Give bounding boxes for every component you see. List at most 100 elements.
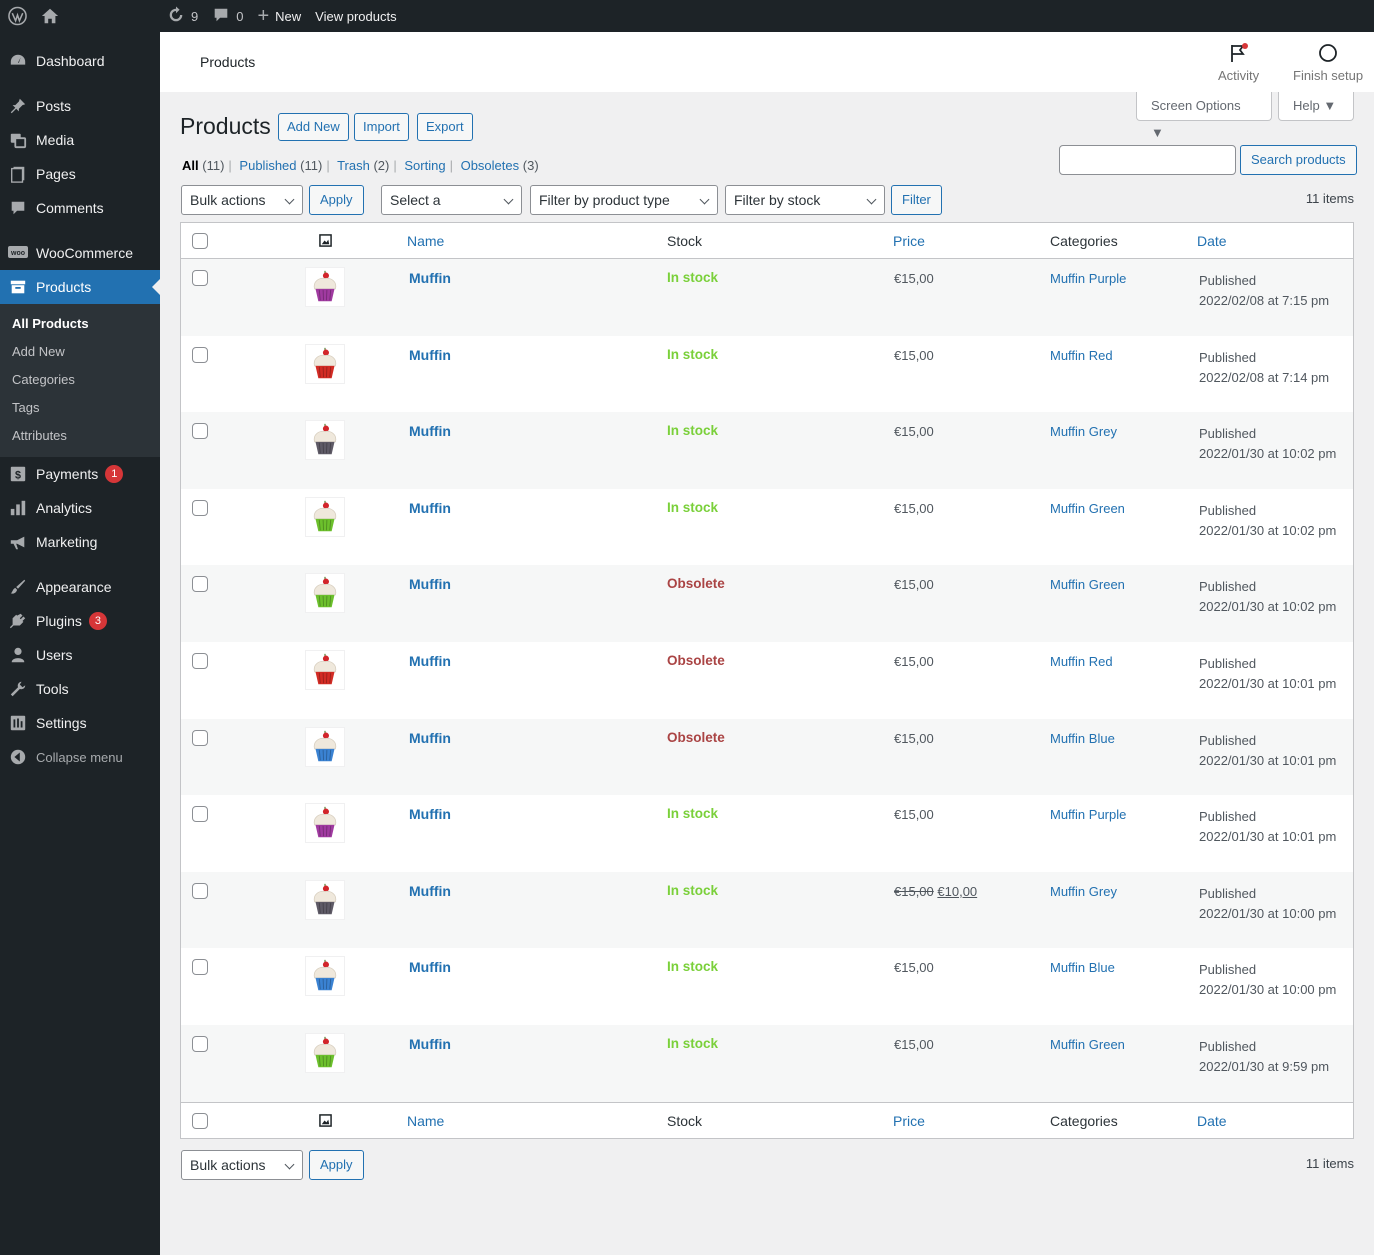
sidebar-item-settings[interactable]: Settings xyxy=(0,706,160,740)
row-checkbox[interactable] xyxy=(192,882,208,899)
category-link[interactable]: Muffin Red xyxy=(1050,347,1113,363)
submenu-item-add-new[interactable]: Add New xyxy=(12,344,65,359)
category-link[interactable]: Muffin Blue xyxy=(1050,730,1115,746)
column-footer-name[interactable]: Name xyxy=(407,1112,445,1129)
select-all-checkbox-footer[interactable] xyxy=(192,1112,208,1129)
sidebar-item-woocommerce[interactable]: woo WooCommerce xyxy=(0,236,160,270)
product-type-filter-select[interactable]: Filter by product type xyxy=(530,185,718,215)
submenu-item-attributes[interactable]: Attributes xyxy=(12,428,67,443)
sidebar-item-posts[interactable]: Posts xyxy=(0,89,160,123)
product-name-link[interactable]: Muffin xyxy=(409,346,451,363)
sidebar-item-dashboard[interactable]: Dashboard xyxy=(0,44,160,78)
add-new-button[interactable]: Add New xyxy=(278,113,349,141)
product-name-link[interactable]: Muffin xyxy=(409,423,451,440)
search-input[interactable] xyxy=(1059,145,1236,175)
column-header-date[interactable]: Date xyxy=(1197,233,1227,249)
column-footer-date[interactable]: Date xyxy=(1197,1112,1227,1129)
product-name-link[interactable]: Muffin xyxy=(409,499,451,516)
bulk-actions-select-bottom[interactable]: Bulk actions xyxy=(181,1150,303,1180)
product-name-link[interactable]: Muffin xyxy=(409,729,451,746)
apply-button[interactable]: Apply xyxy=(309,185,364,215)
sidebar-item-media[interactable]: Media xyxy=(0,123,160,157)
stock-status-filter-select[interactable]: Filter by stock status xyxy=(725,185,885,236)
filter-button[interactable]: Filter xyxy=(891,185,942,215)
category-link[interactable]: Muffin Green xyxy=(1050,500,1125,516)
import-button[interactable]: Import xyxy=(354,113,409,141)
view-published[interactable]: Published (11) xyxy=(239,158,323,173)
sidebar-item-marketing[interactable]: Marketing xyxy=(0,525,160,559)
help-button[interactable]: Help ▼ xyxy=(1278,92,1354,121)
sidebar-item-tools[interactable]: Tools xyxy=(0,672,160,706)
export-button[interactable]: Export xyxy=(417,113,473,141)
submenu-item-categories[interactable]: Categories xyxy=(12,372,75,387)
row-checkbox[interactable] xyxy=(192,499,208,516)
product-name-link[interactable]: Muffin xyxy=(409,1035,451,1052)
row-checkbox[interactable] xyxy=(192,959,208,976)
sidebar-item-users[interactable]: Users xyxy=(0,638,160,672)
wordpress-logo-icon[interactable] xyxy=(0,0,34,32)
bulk-actions-select[interactable]: Bulk actions xyxy=(181,185,303,215)
product-thumbnail[interactable] xyxy=(305,649,345,690)
search-products-button[interactable]: Search products xyxy=(1240,145,1357,175)
product-name-link[interactable]: Muffin xyxy=(409,959,451,976)
product-thumbnail[interactable] xyxy=(305,343,345,384)
apply-button-bottom[interactable]: Apply xyxy=(309,1150,364,1180)
row-checkbox[interactable] xyxy=(192,423,208,440)
row-checkbox[interactable] xyxy=(192,806,208,823)
product-thumbnail[interactable] xyxy=(305,1032,345,1073)
activity-button[interactable]: Activity xyxy=(1218,42,1259,83)
product-thumbnail[interactable] xyxy=(305,573,345,614)
row-checkbox[interactable] xyxy=(192,346,208,363)
row-checkbox[interactable] xyxy=(192,270,208,286)
product-name-link[interactable]: Muffin xyxy=(409,576,451,593)
sidebar-item-analytics[interactable]: Analytics xyxy=(0,491,160,525)
sidebar-item-products[interactable]: Products xyxy=(0,270,160,304)
home-icon[interactable] xyxy=(34,0,70,32)
category-link[interactable]: Muffin Purple xyxy=(1050,807,1127,823)
view-trash[interactable]: Trash (2) xyxy=(337,158,390,173)
product-name-link[interactable]: Muffin xyxy=(409,652,451,669)
row-checkbox[interactable] xyxy=(192,652,208,669)
category-link[interactable]: Muffin Green xyxy=(1050,1036,1125,1052)
finish-setup-button[interactable]: Finish setup xyxy=(1293,42,1363,83)
sidebar-item-pages[interactable]: Pages xyxy=(0,157,160,191)
row-checkbox[interactable] xyxy=(192,1035,208,1052)
view-obsoletes[interactable]: Obsoletes (3) xyxy=(460,158,539,173)
product-thumbnail[interactable] xyxy=(305,803,345,844)
product-name-link[interactable]: Muffin xyxy=(409,882,451,899)
comments-button[interactable]: 0 xyxy=(205,0,250,32)
product-thumbnail[interactable] xyxy=(305,267,345,307)
category-filter-select[interactable]: Select a category xyxy=(381,185,522,236)
select-all-checkbox[interactable] xyxy=(192,233,208,249)
new-content-button[interactable]: + New xyxy=(250,0,308,32)
product-thumbnail[interactable] xyxy=(305,496,345,537)
row-checkbox[interactable] xyxy=(192,576,208,593)
sidebar-item-appearance[interactable]: Appearance xyxy=(0,570,160,604)
submenu-item-tags[interactable]: Tags xyxy=(12,400,40,415)
sidebar-item-payments[interactable]: $ Payments 1 xyxy=(0,457,160,491)
row-checkbox[interactable] xyxy=(192,729,208,746)
view-products-link[interactable]: View products xyxy=(315,8,397,24)
product-thumbnail[interactable] xyxy=(305,956,345,997)
sidebar-item-plugins[interactable]: Plugins 3 xyxy=(0,604,160,638)
updates-button[interactable]: 9 xyxy=(160,0,205,32)
collapse-menu-button[interactable]: Collapse menu xyxy=(0,740,160,774)
category-link[interactable]: Muffin Grey xyxy=(1050,883,1117,899)
category-link[interactable]: Muffin Grey xyxy=(1050,424,1117,440)
view-all[interactable]: All (11) xyxy=(182,158,225,173)
product-thumbnail[interactable] xyxy=(305,420,345,461)
column-footer-price[interactable]: Price xyxy=(893,1112,925,1129)
product-thumbnail[interactable] xyxy=(305,879,345,920)
sidebar-item-comments[interactable]: Comments xyxy=(0,191,160,225)
column-header-price[interactable]: Price xyxy=(893,233,925,249)
product-name-link[interactable]: Muffin xyxy=(409,270,451,286)
submenu-item-all-products[interactable]: All Products xyxy=(12,316,89,331)
view-sorting[interactable]: Sorting xyxy=(404,158,446,173)
category-link[interactable]: Muffin Blue xyxy=(1050,960,1115,976)
category-link[interactable]: Muffin Green xyxy=(1050,577,1125,593)
column-header-name[interactable]: Name xyxy=(407,233,445,249)
product-thumbnail[interactable] xyxy=(305,726,345,767)
category-link[interactable]: Muffin Red xyxy=(1050,653,1113,669)
product-name-link[interactable]: Muffin xyxy=(409,806,451,823)
category-link[interactable]: Muffin Purple xyxy=(1050,271,1127,286)
